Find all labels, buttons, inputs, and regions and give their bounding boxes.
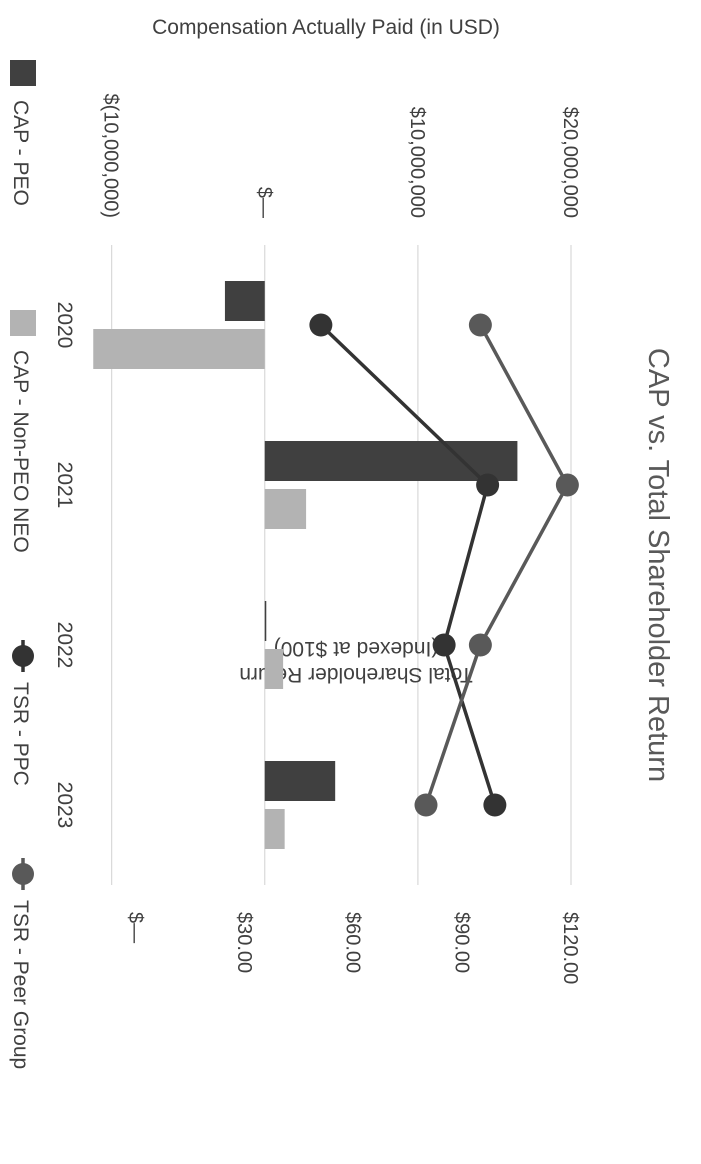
point-tsr-peer-group [468, 313, 492, 337]
legend-marker [12, 863, 34, 885]
left-axis-title: Compensation Actually Paid (in USD) [152, 16, 500, 39]
series-line-tsr-ppc [319, 323, 497, 806]
legend-label: TSR - Peer Group [9, 900, 32, 1069]
legend-swatch [10, 60, 36, 86]
bar-cap-peo [264, 601, 267, 641]
bar-cap-non-peo-neo [264, 809, 285, 849]
category-label: 2020 [53, 302, 76, 349]
right-axis-title-line: Total Shareholder Return [239, 663, 472, 686]
category-label: 2023 [53, 782, 76, 829]
bar-cap-peo [224, 281, 265, 321]
point-tsr-peer-group [555, 473, 579, 497]
point-tsr-ppc [476, 473, 500, 497]
legend-label: CAP - PEO [9, 100, 32, 206]
legend-swatch [10, 310, 36, 336]
legend-marker [12, 645, 34, 667]
chart-rotated-group: CAP vs. Total Shareholder Return Compensa… [9, 16, 674, 1069]
left-axis-tick-label: $(10,000,000) [100, 93, 122, 218]
bar-cap-non-peo-neo [93, 329, 265, 369]
point-tsr-ppc [432, 633, 456, 657]
legend-label: TSR - PPC [9, 682, 32, 786]
right-axis-tick-label: $— [124, 912, 146, 943]
right-axis-title: Total Shareholder Return (Indexed at $100… [239, 637, 472, 686]
left-axis-tick-label: $— [253, 187, 275, 218]
series-line-tsr-peer-group [424, 324, 570, 806]
point-tsr-ppc [309, 313, 333, 337]
right-axis-tick-label: $30.00 [233, 912, 255, 973]
chart-title: CAP vs. Total Shareholder Return [642, 348, 674, 782]
right-axis-tick-label: $120.00 [559, 912, 581, 984]
bar-cap-non-peo-neo [264, 649, 284, 689]
point-tsr-ppc [483, 793, 507, 817]
point-tsr-peer-group [468, 633, 492, 657]
category-label: 2021 [53, 462, 76, 509]
right-axis-title-line: (Indexed at $100) [274, 637, 439, 660]
bar-cap-peo [264, 761, 336, 801]
right-axis-tick-label: $90.00 [450, 912, 472, 973]
category-label: 2022 [53, 622, 76, 669]
left-axis-tick-label: $10,000,000 [406, 107, 428, 218]
legend-label: CAP - Non-PEO NEO [9, 350, 32, 553]
left-axis-tick-label: $20,000,000 [559, 107, 581, 218]
right-axis-tick-label: $60.00 [342, 912, 364, 973]
bar-cap-non-peo-neo [264, 489, 307, 529]
point-tsr-peer-group [414, 793, 438, 817]
